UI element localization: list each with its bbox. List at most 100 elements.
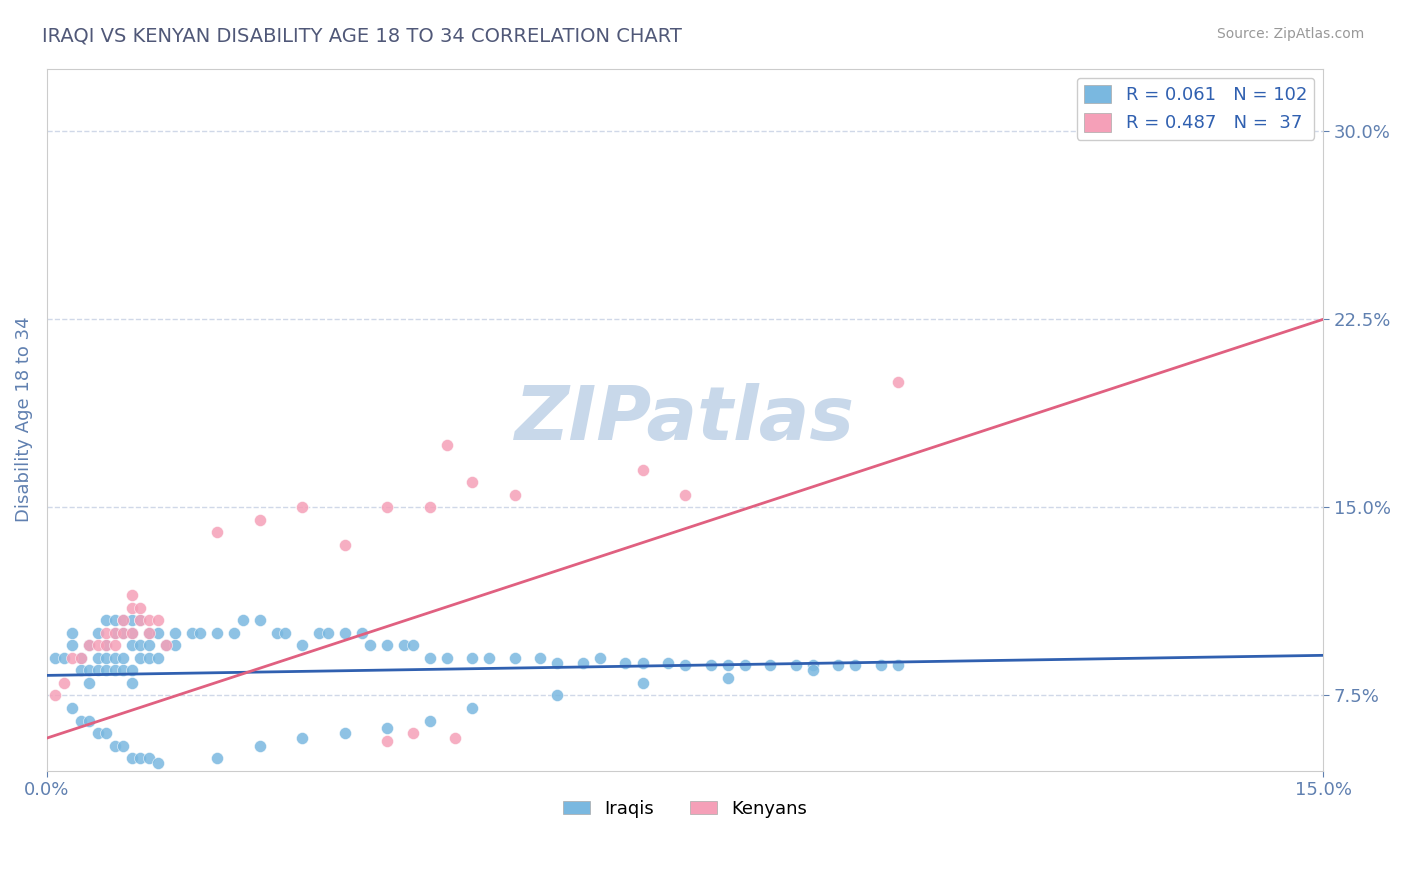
Point [887, 658, 910, 673]
Point [503, 488, 526, 502]
Point [138, 638, 160, 652]
Point [673, 658, 696, 673]
Point [112, 739, 135, 753]
Point [205, 751, 228, 765]
Point [419, 500, 441, 515]
Point [572, 656, 595, 670]
Point [205, 525, 228, 540]
Point [70, 650, 93, 665]
Point [70, 714, 93, 728]
Point [163, 638, 186, 652]
Point [79, 638, 101, 652]
Point [461, 475, 484, 490]
Point [1099, 124, 1122, 138]
Point [62, 650, 84, 665]
Point [112, 650, 135, 665]
Legend: Iraqis, Kenyans: Iraqis, Kenyans [555, 792, 814, 825]
Point [222, 625, 245, 640]
Point [112, 664, 135, 678]
Point [734, 658, 756, 673]
Point [503, 650, 526, 665]
Point [146, 756, 169, 771]
Point [266, 625, 288, 640]
Point [478, 650, 501, 665]
Point [249, 739, 271, 753]
Point [112, 613, 135, 627]
Point [291, 731, 314, 745]
Point [444, 731, 467, 745]
Point [716, 658, 738, 673]
Point [104, 625, 127, 640]
Point [87, 650, 110, 665]
Point [79, 664, 101, 678]
Point [291, 638, 314, 652]
Point [827, 658, 849, 673]
Point [87, 625, 110, 640]
Point [96, 638, 118, 652]
Point [333, 726, 356, 740]
Point [62, 625, 84, 640]
Point [121, 588, 143, 602]
Point [138, 613, 160, 627]
Point [44, 650, 66, 665]
Point [529, 650, 551, 665]
Point [87, 638, 110, 652]
Point [402, 638, 425, 652]
Text: IRAQI VS KENYAN DISABILITY AGE 18 TO 34 CORRELATION CHART: IRAQI VS KENYAN DISABILITY AGE 18 TO 34 … [42, 27, 682, 45]
Point [657, 656, 679, 670]
Point [375, 638, 398, 652]
Point [112, 625, 135, 640]
Point [104, 613, 127, 627]
Point [188, 625, 211, 640]
Point [138, 625, 160, 640]
Text: Source: ZipAtlas.com: Source: ZipAtlas.com [1216, 27, 1364, 41]
Point [887, 375, 910, 389]
Point [121, 600, 143, 615]
Point [359, 638, 381, 652]
Point [70, 664, 93, 678]
Point [104, 625, 127, 640]
Point [205, 625, 228, 640]
Point [759, 658, 782, 673]
Point [673, 488, 696, 502]
Point [869, 658, 891, 673]
Point [104, 638, 127, 652]
Point [121, 676, 143, 690]
Point [308, 625, 330, 640]
Point [62, 701, 84, 715]
Point [62, 638, 84, 652]
Point [375, 500, 398, 515]
Point [350, 625, 373, 640]
Point [96, 625, 118, 640]
Point [155, 638, 177, 652]
Point [249, 613, 271, 627]
Point [249, 513, 271, 527]
Point [155, 638, 177, 652]
Point [121, 664, 143, 678]
Point [844, 658, 866, 673]
Point [180, 625, 202, 640]
Point [112, 625, 135, 640]
Point [121, 751, 143, 765]
Point [121, 638, 143, 652]
Point [801, 664, 824, 678]
Point [436, 650, 458, 665]
Point [79, 638, 101, 652]
Point [96, 613, 118, 627]
Point [333, 538, 356, 552]
Point [631, 676, 654, 690]
Point [96, 638, 118, 652]
Point [375, 733, 398, 747]
Point [375, 721, 398, 735]
Point [461, 650, 484, 665]
Point [436, 438, 458, 452]
Point [129, 600, 152, 615]
Point [461, 701, 484, 715]
Point [52, 650, 75, 665]
Point [104, 664, 127, 678]
Point [146, 650, 169, 665]
Point [129, 751, 152, 765]
Point [402, 726, 425, 740]
Point [129, 650, 152, 665]
Point [785, 658, 807, 673]
